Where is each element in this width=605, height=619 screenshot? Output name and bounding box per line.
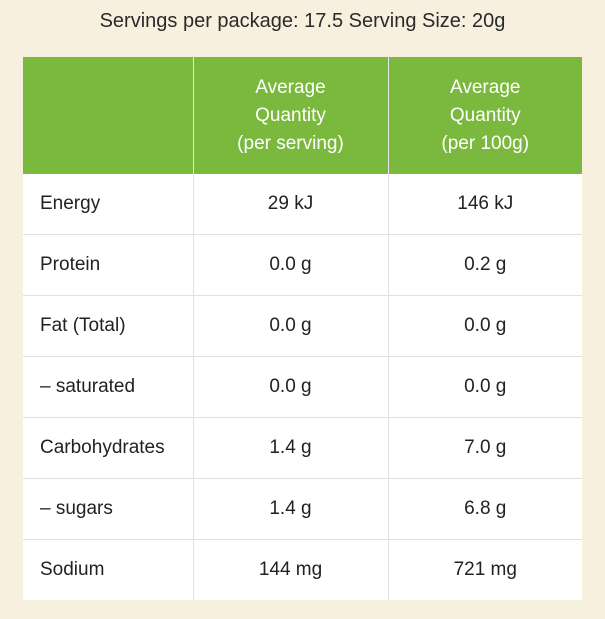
serving-info: Servings per package: 17.5 Serving Size:… xyxy=(99,10,506,32)
table-row: – sugars 1.4 g 6.8 g xyxy=(23,478,582,540)
header-per-100g: Average Quantity (per 100g) xyxy=(387,57,582,174)
table-row: Energy 29 kJ 146 kJ xyxy=(23,174,582,235)
per-serving-value: 0.0 g xyxy=(192,356,388,418)
nutrient-name: Protein xyxy=(23,234,193,296)
header-per-serving-line-3: (per serving) xyxy=(237,132,344,154)
header-per-100g-line-1: Average xyxy=(450,76,521,98)
nutrient-name: Energy xyxy=(40,193,101,214)
table-body: Energy 29 kJ 146 kJ Protein 0.0 g 0.2 g … xyxy=(23,174,582,600)
header-per-serving: Average Quantity (per serving) xyxy=(192,57,388,174)
per-100g-value: 6.8 g xyxy=(387,478,582,540)
table-row: – saturated 0.0 g 0.0 g xyxy=(23,356,582,418)
nutrient-name: Sodium xyxy=(23,539,193,600)
header-per-serving-line-2: Quantity xyxy=(255,104,326,126)
per-serving-value: 1.4 g xyxy=(192,417,388,479)
header-nutrient xyxy=(23,57,193,174)
per-serving-value: 29 kJ xyxy=(192,174,388,235)
table-row: Protein 0.0 g 0.2 g xyxy=(23,234,582,296)
per-serving-value: 144 mg xyxy=(192,539,388,600)
nutrient-name: Fat (Total) xyxy=(23,295,193,357)
header-per-100g-line-3: (per 100g) xyxy=(441,132,530,154)
per-100g-value: 7.0 g xyxy=(387,417,582,479)
per-100g-value: 146 kJ xyxy=(387,174,582,235)
per-100g-value: 0.2 g xyxy=(387,234,582,296)
nutrition-table: Average Quantity (per serving) Average Q… xyxy=(23,57,582,600)
table-row: Fat (Total) 0.0 g 0.0 g xyxy=(23,295,582,357)
nutrient-name: – sugars xyxy=(23,478,193,540)
table-header: Average Quantity (per serving) Average Q… xyxy=(23,57,582,174)
per-serving-value: 0.0 g xyxy=(192,295,388,357)
header-row: Average Quantity (per serving) Average Q… xyxy=(23,57,582,174)
table-row: Sodium 144 mg 721 mg xyxy=(23,539,582,600)
nutrient-name: Carbohydrates xyxy=(23,417,193,479)
nutrient-name: – saturated xyxy=(23,356,193,418)
header-per-serving-line-1: Average xyxy=(255,76,326,98)
per-100g-value: 0.0 g xyxy=(387,295,582,357)
per-serving-value: 1.4 g xyxy=(192,478,388,540)
table-row: Carbohydrates 1.4 g 7.0 g xyxy=(23,417,582,479)
per-100g-value: 0.0 g xyxy=(387,356,582,418)
header-per-100g-line-2: Quantity xyxy=(449,104,521,126)
per-100g-value: 721 mg xyxy=(387,539,582,600)
per-serving-value: 0.0 g xyxy=(192,234,388,296)
